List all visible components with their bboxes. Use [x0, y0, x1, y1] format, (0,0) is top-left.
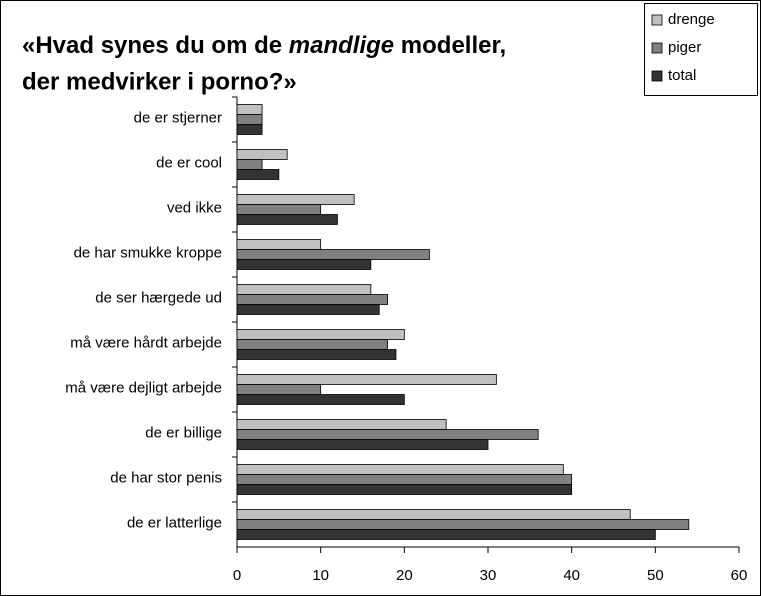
bar — [236, 284, 372, 295]
bar — [236, 439, 489, 450]
chart-title: «Hvad synes du om de mandlige modeller, — [22, 32, 506, 59]
legend-swatch — [651, 42, 663, 54]
bar — [236, 329, 405, 340]
bar — [236, 529, 656, 540]
bar — [236, 169, 280, 180]
y-tick-label: må være dejligt arbejde — [65, 379, 222, 396]
y-tick-label: de ser hærgede ud — [95, 289, 222, 306]
bar — [236, 124, 263, 135]
x-tick-label: 0 — [233, 567, 241, 584]
legend-label: drenge — [668, 11, 715, 28]
bar — [236, 259, 372, 270]
x-tick-label: 50 — [647, 567, 664, 584]
bar — [236, 519, 690, 530]
bar — [236, 249, 430, 260]
bar — [236, 114, 263, 125]
bar — [236, 159, 263, 170]
bar — [236, 304, 380, 315]
legend-label: total — [668, 67, 696, 84]
bar — [236, 464, 564, 475]
y-tick-label: de har stor penis — [110, 469, 222, 486]
x-tick-label: 10 — [312, 567, 329, 584]
x-tick-label: 60 — [731, 567, 748, 584]
title-part: modeller, — [394, 32, 506, 59]
title-part: «Hvad synes du om de — [22, 32, 289, 59]
bar — [236, 349, 397, 360]
bar — [236, 214, 338, 225]
y-tick-label: må være hårdt arbejde — [70, 334, 222, 351]
legend-box — [644, 3, 758, 96]
y-tick-label: de er billige — [145, 424, 222, 441]
bar — [236, 194, 355, 205]
legend-swatch — [651, 70, 663, 82]
x-tick-label: 20 — [396, 567, 413, 584]
bar — [236, 104, 263, 115]
y-tick-label: de har smukke kroppe — [74, 244, 222, 261]
x-tick-label: 40 — [563, 567, 580, 584]
y-tick-label: de er stjerner — [134, 109, 222, 126]
y-tick-label: ved ikke — [167, 199, 222, 216]
title-part: mandlige — [289, 32, 394, 59]
legend-swatch — [651, 14, 663, 26]
bar — [236, 374, 497, 385]
bar — [236, 509, 631, 520]
bar — [236, 419, 447, 430]
bar — [236, 204, 322, 215]
y-tick-label: de er cool — [156, 154, 222, 171]
bar — [236, 239, 322, 250]
x-tick-label: 30 — [480, 567, 497, 584]
chart-title: der medvirker i porno?» — [22, 68, 297, 95]
bar — [236, 394, 405, 405]
bar — [236, 384, 322, 395]
y-tick-label: de er latterlige — [127, 514, 222, 531]
bar — [236, 429, 539, 440]
bar — [236, 149, 288, 160]
bar — [236, 294, 389, 305]
legend-label: piger — [668, 39, 701, 56]
bar — [236, 474, 573, 485]
bar — [236, 484, 573, 495]
bar — [236, 339, 389, 350]
